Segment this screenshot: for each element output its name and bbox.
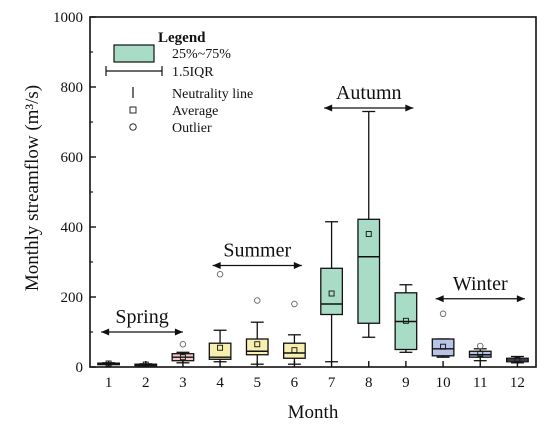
y-tick-label: 400 (61, 220, 84, 236)
legend-item-3: Average (129, 104, 218, 119)
season-arrow-head-left (212, 262, 221, 269)
legend-item-label: Outlier (172, 121, 212, 136)
outlier-point (291, 300, 298, 308)
box-month-11 (468, 342, 492, 362)
box-month-8 (357, 110, 381, 338)
box-month-10 (431, 310, 455, 358)
outlier-point (439, 310, 447, 318)
iqr-box (431, 338, 455, 357)
legend-mean-swatch (129, 106, 137, 114)
y-tick-label: 1000 (53, 10, 83, 26)
box-month-6 (282, 300, 306, 365)
x-tick-label: 8 (365, 375, 373, 391)
box-month-3 (171, 341, 195, 364)
y-tick-label: 200 (61, 290, 84, 306)
season-span-winter: Winter (435, 273, 525, 303)
x-tick-label: 6 (291, 375, 299, 391)
legend-title: Legend (158, 30, 206, 46)
season-arrow-head-right (405, 104, 414, 112)
season-label: Summer (223, 240, 291, 262)
y-axis-title: Monthly streamflow (m³/s) (22, 85, 43, 291)
legend-item-1: 1.5IQR (105, 65, 214, 80)
mean-marker (291, 347, 298, 354)
y-tick-label: 600 (61, 150, 84, 166)
legend: Legend 25%~75% 1.5IQR Neutrality line Avera… (105, 30, 253, 136)
season-label: Winter (453, 273, 508, 295)
box-month-5 (245, 297, 269, 365)
outlier-point (179, 341, 187, 348)
season-arrow-head-left (435, 295, 444, 303)
season-arrow-head-left (101, 328, 110, 336)
x-tick-label: 7 (328, 375, 336, 391)
x-tick-label: 10 (436, 375, 451, 391)
plot-area: Spring Summer Autumn Winter (97, 82, 529, 368)
legend-item-label: 25%~75% (172, 47, 231, 62)
season-span-summer: Summer (212, 240, 302, 269)
outlier-point (253, 297, 261, 304)
mean-marker (440, 343, 447, 350)
season-span-autumn: Autumn (324, 82, 414, 112)
iqr-box (357, 218, 381, 324)
x-axis-title: Month (288, 402, 339, 423)
legend-item-label: Average (172, 104, 218, 119)
season-arrow-head-right (293, 262, 302, 269)
legend-box-swatch (113, 44, 155, 63)
season-span-spring: Spring (101, 306, 183, 336)
mean-marker (217, 344, 224, 351)
x-tick-label: 9 (402, 375, 410, 391)
x-tick-label: 4 (216, 375, 224, 391)
mean-marker (477, 350, 484, 357)
box-month-7 (320, 221, 344, 363)
iqr-box (282, 342, 306, 359)
legend-item-4: Outlier (129, 121, 212, 136)
mean-marker (179, 354, 186, 361)
y-tick-label: 800 (61, 80, 84, 96)
x-tick-label: 2 (142, 375, 150, 391)
mean-marker (328, 290, 335, 297)
legend-outlier-swatch (129, 123, 137, 131)
legend-item-2: Neutrality line (132, 87, 253, 102)
season-label: Spring (115, 306, 168, 328)
y-tick-label: 0 (76, 360, 84, 376)
x-tick-label: 3 (179, 375, 187, 391)
mean-marker (402, 317, 409, 324)
legend-item-label: Neutrality line (172, 87, 253, 102)
mean-marker (365, 231, 372, 237)
x-tick-label: 12 (510, 375, 525, 391)
mean-marker (254, 341, 261, 348)
season-label: Autumn (336, 82, 402, 104)
legend-item-0: 25%~75% (113, 44, 231, 63)
season-arrow-head-right (174, 328, 183, 336)
iqr-box (208, 342, 232, 360)
x-tick-label: 1 (105, 375, 113, 391)
box-month-4 (208, 271, 232, 363)
season-arrow-head-left (324, 104, 333, 112)
box-month-9 (394, 284, 418, 353)
outlier-point (477, 342, 484, 350)
legend-item-label: 1.5IQR (172, 65, 214, 80)
x-tick-label: 5 (254, 375, 262, 391)
outlier-point (216, 271, 224, 278)
season-arrow-head-right (516, 295, 525, 303)
x-tick-label: 11 (473, 375, 487, 391)
